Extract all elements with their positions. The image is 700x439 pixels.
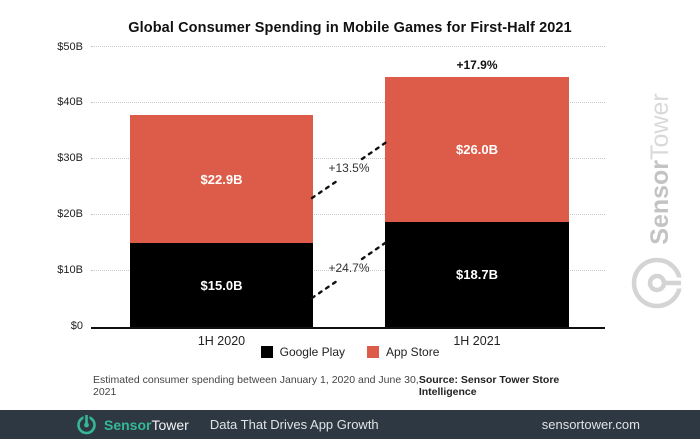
footnote-source: Source: Sensor Tower Store Intelligence <box>418 374 560 398</box>
footnote-note: Estimated consumer spending between Janu… <box>93 374 419 398</box>
arrow-appstore-lower <box>310 179 339 200</box>
legend-item-google-play: Google Play <box>260 345 345 359</box>
ytick-0: $0 <box>70 320 83 332</box>
bar-1h2020-google-play: $15.0B <box>130 243 313 327</box>
app-store-growth-label: +13.5% <box>328 161 370 175</box>
chart-title: Global Consumer Spending in Mobile Games… <box>128 20 572 36</box>
bar-1h2021-app-store: $26.0B <box>385 77 569 222</box>
legend-item-app-store: App Store <box>367 345 439 359</box>
footer-brand-sensor: Sensor <box>104 416 152 433</box>
google-play-growth-label: +24.7% <box>328 261 370 275</box>
gridline-30b <box>91 158 605 159</box>
footer-brand: SensorTower <box>104 417 189 433</box>
bar-1h2020-app-store: $22.9B <box>130 115 313 243</box>
legend: Google Play App Store <box>0 345 700 359</box>
ytick-40b: $40B <box>57 96 83 108</box>
bar-1h2021-app-store-label: $26.0B <box>456 142 498 157</box>
gridline-50b <box>91 46 605 47</box>
sensortower-watermark-icon <box>631 257 685 309</box>
legend-app-store-label: App Store <box>386 345 440 359</box>
arrow-googleplay-lower <box>310 279 339 300</box>
x-axis-line <box>91 327 605 329</box>
bar-1h2020-google-play-label: $15.0B <box>200 277 243 293</box>
total-growth-label: +17.9% <box>456 58 498 72</box>
ytick-30b: $30B <box>57 152 83 164</box>
watermark-sensor: Sensor <box>645 159 674 245</box>
legend-google-play-label: Google Play <box>279 345 345 359</box>
footer-brand-group: SensorTower Data That Drives App Growth <box>76 414 379 435</box>
app-store-swatch-icon <box>367 346 379 358</box>
ytick-50b: $50B <box>57 41 83 53</box>
footer-tagline: Data That Drives App Growth <box>209 417 379 432</box>
gridline-10b <box>91 270 605 271</box>
footer-brand-tower: Tower <box>151 416 189 433</box>
gridline-20b <box>91 214 605 215</box>
footer-url-link[interactable]: sensortower.com <box>541 417 640 432</box>
ytick-20b: $20B <box>57 208 83 220</box>
bar-1h2020-app-store-label: $22.9B <box>200 171 243 187</box>
footer-bar: SensorTower Data That Drives App Growth … <box>0 410 700 439</box>
footnote-row: Estimated consumer spending between Janu… <box>93 374 605 398</box>
sensortower-logo-icon <box>77 414 96 435</box>
bar-1h2021-google-play-label: $18.7B <box>456 267 498 282</box>
xlabel-1h2021: 1H 2021 <box>453 334 501 348</box>
gridline-40b <box>91 102 605 103</box>
watermark-tower: Tower <box>645 93 674 160</box>
bar-1h2021-google-play: $18.7B <box>385 222 569 327</box>
watermark-brand: Sensor Tower <box>643 84 677 254</box>
xlabel-1h2020: 1H 2020 <box>197 334 246 348</box>
ytick-10b: $10B <box>57 264 83 276</box>
google-play-swatch-icon <box>260 346 273 358</box>
